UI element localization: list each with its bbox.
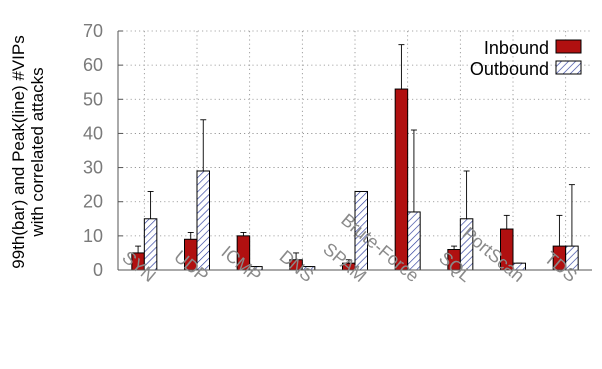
bar-outbound-udp: [196, 170, 210, 271]
x-tick-label-dns: DNS: [276, 246, 318, 286]
y-tick-label: 20: [83, 192, 103, 212]
legend-label-inbound: Inbound: [484, 38, 549, 58]
y-tick-label: 50: [83, 89, 103, 109]
legend: Inbound Outbound: [470, 38, 582, 79]
y-axis-label-line-1: 99th(bar) and Peak(line) #VIPs: [9, 35, 28, 268]
legend-label-outbound: Outbound: [470, 59, 549, 79]
axes: [117, 30, 592, 271]
y-tick-label: 60: [83, 55, 103, 75]
legend-swatch-inbound: [555, 39, 582, 54]
y-tick-label: 40: [83, 123, 103, 143]
bar-inbound-brute-force: [394, 88, 409, 271]
y-tick-label: 10: [83, 226, 103, 246]
y-axis-label-line-2: with correlated attacks: [28, 67, 47, 237]
bars: [131, 44, 579, 271]
y-tick-label: 30: [83, 158, 103, 178]
legend-swatch-outbound: [555, 60, 582, 75]
y-tick-label: 70: [83, 21, 103, 41]
y-tick-label: 0: [93, 260, 103, 280]
